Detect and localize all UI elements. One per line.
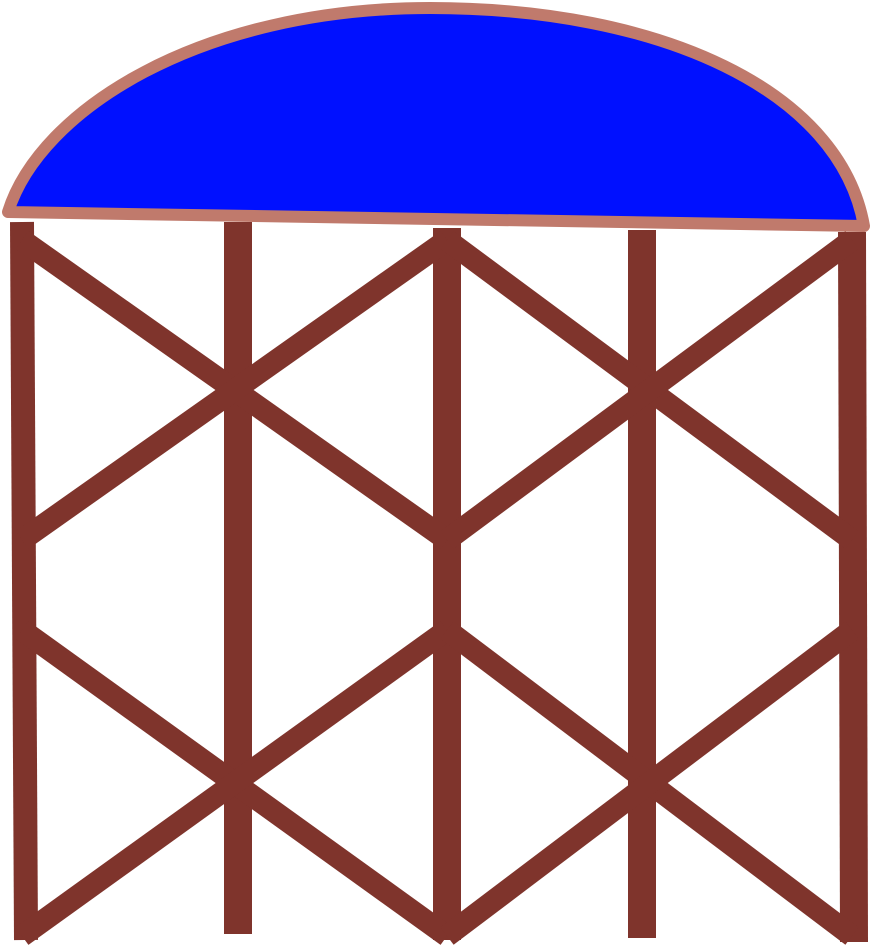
brace — [440, 231, 859, 549]
brace — [15, 231, 454, 549]
post-left — [10, 221, 38, 941]
water-tank — [2, 2, 870, 232]
brace — [15, 621, 454, 945]
tower-braces — [15, 231, 859, 945]
post-right — [838, 231, 868, 943]
tower-posts — [10, 221, 868, 943]
brace — [440, 621, 859, 945]
